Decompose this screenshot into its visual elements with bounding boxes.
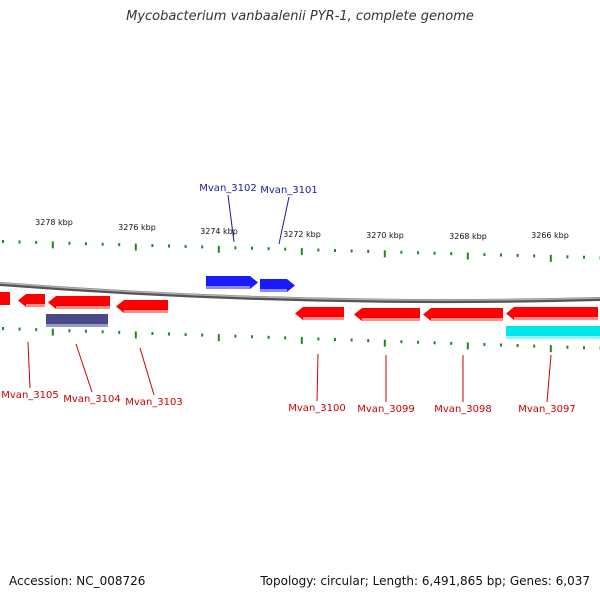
- gene-arrow-mvan_3103[interactable]: [116, 300, 168, 313]
- purple-feature-block[interactable]: [46, 314, 108, 327]
- gene-arrow-mvan_3103-shade: [124, 310, 168, 313]
- gene-label-mvan_3097[interactable]: Mvan_3097: [518, 404, 575, 415]
- gene-arrow-mvan_3100-shade: [303, 317, 344, 320]
- genome-backbone: [0, 282, 600, 304]
- reverse-tick-row: [2, 327, 600, 353]
- gene-arrow-mvan_3102-shade: [206, 286, 250, 289]
- gene-label-mvan_3105[interactable]: Mvan_3105: [1, 390, 58, 401]
- gene-arrow-mvan_3099-shade: [362, 318, 420, 321]
- gene-arrow-mvan_3101-shade: [260, 289, 287, 292]
- genome-summary-text: Topology: circular; Length: 6,491,865 bp…: [260, 574, 590, 588]
- gene-arrow-mvan_3101[interactable]: [260, 279, 295, 292]
- cyan-feature-shade: [506, 336, 600, 339]
- label-leader-line: [27, 341, 31, 389]
- scale-label: 3268 kbp: [449, 232, 487, 241]
- purple-feature-shade: [46, 324, 108, 327]
- label-leader-line: [316, 353, 319, 402]
- gene-label-mvan_3101[interactable]: Mvan_3101: [260, 185, 317, 196]
- scale-label-group: 3278 kbp 3276 kbp 3274 kbp 3272 kbp 3270 kbp…: [35, 218, 569, 241]
- scale-label: 3266 kbp: [531, 231, 569, 240]
- label-leader-line: [75, 343, 93, 393]
- partial-gene-arrow[interactable]: [0, 292, 10, 305]
- gene-label-mvan_3102[interactable]: Mvan_3102: [199, 183, 256, 194]
- label-leader-line: [546, 354, 552, 403]
- scale-label: 3272 kbp: [283, 230, 321, 239]
- scale-label: 3276 kbp: [118, 223, 156, 232]
- forward-tick-row: [2, 240, 600, 262]
- scale-label: 3270 kbp: [366, 231, 404, 240]
- label-leader-line: [227, 194, 235, 243]
- scale-label: 3274 kbp: [200, 227, 238, 236]
- gene-arrow-mvan_3098[interactable]: [423, 308, 503, 321]
- gene-arrow-mvan_3102[interactable]: [206, 276, 258, 289]
- accession-text: Accession: NC_008726: [9, 574, 146, 588]
- gene-label-group: Mvan_3102 Mvan_3101 Mvan_3105 Mvan_3104 Mvan…: [1, 183, 575, 415]
- gene-label-mvan_3099[interactable]: Mvan_3099: [357, 404, 414, 415]
- label-leader-line: [139, 347, 155, 396]
- genome-backbone-highlight: [0, 282, 600, 301]
- gene-arrow-mvan_3105[interactable]: [18, 294, 45, 307]
- gene-arrow-mvan_3104-shade: [56, 306, 110, 309]
- gene-arrow-mvan_3100[interactable]: [295, 307, 344, 320]
- gene-arrow-mvan_3097-shade: [514, 317, 598, 320]
- label-leader-line: [278, 196, 290, 245]
- gene-arrow-mvan_3098-shade: [431, 318, 503, 321]
- gene-label-mvan_3100[interactable]: Mvan_3100: [288, 403, 345, 414]
- scale-label: 3278 kbp: [35, 218, 73, 227]
- cyan-feature-block[interactable]: [506, 326, 600, 339]
- map-title: Mycobacterium vanbaalenii PYR-1, complet…: [126, 9, 474, 24]
- gene-label-mvan_3098[interactable]: Mvan_3098: [434, 404, 491, 415]
- gene-label-mvan_3104[interactable]: Mvan_3104: [63, 394, 120, 405]
- gene-arrow-mvan_3105-shade: [26, 304, 45, 307]
- gene-arrow-mvan_3099[interactable]: [354, 308, 420, 321]
- label-leader-group: [27, 194, 552, 403]
- gene-label-mvan_3103[interactable]: Mvan_3103: [125, 397, 182, 408]
- gene-arrow-mvan_3104[interactable]: [48, 296, 110, 309]
- gene-arrow-mvan_3097[interactable]: [506, 307, 598, 320]
- gene-group: [0, 276, 598, 321]
